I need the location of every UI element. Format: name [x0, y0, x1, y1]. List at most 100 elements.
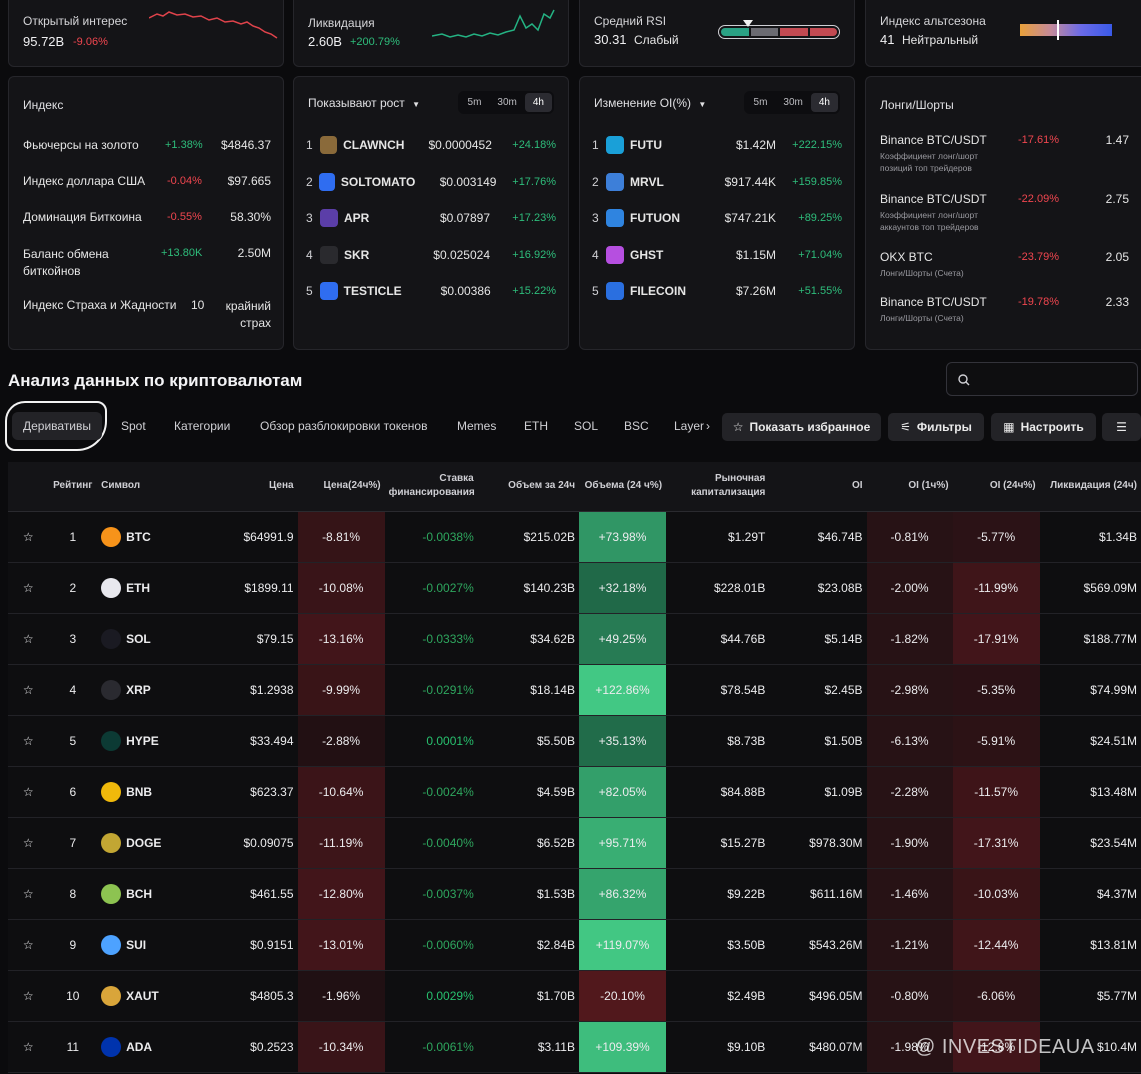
col-liquidation-24h[interactable]: Ликвидация (24ч): [1039, 462, 1141, 512]
cell-symbol[interactable]: HYPE: [97, 715, 191, 767]
tab-derivatives[interactable]: [5, 401, 107, 451]
tab-30m[interactable]: 30m: [783, 97, 803, 108]
tab-categories[interactable]: Категории: [174, 419, 231, 433]
table-row[interactable]: ☆ 1 BTC $64991.9 -8.81% -0.0038% $215.02B +73.9…: [8, 511, 1141, 563]
col-price-change[interactable]: Цена(24ч%): [297, 462, 385, 512]
tab-eth[interactable]: ETH: [524, 419, 548, 433]
tab-spot[interactable]: Spot: [121, 419, 146, 433]
tab-layer[interactable]: Layer ›: [674, 419, 711, 433]
index-row[interactable]: Доминация Биткоина -0.55% 58.30%: [23, 210, 271, 224]
favorite-star-icon[interactable]: ☆: [8, 511, 49, 563]
cell-oi: $611.16M: [769, 868, 867, 920]
index-row[interactable]: Баланс обмена биткойнов +13.80K 2.50M: [23, 246, 271, 278]
tab-5m[interactable]: 5m: [753, 97, 768, 108]
col-market-cap[interactable]: Рыночная капитализация: [666, 462, 770, 512]
altseason-card[interactable]: Индекс альтсезона 41 Нейтральный: [865, 0, 1141, 67]
search-input[interactable]: [946, 362, 1138, 396]
oi-dropdown[interactable]: Изменение OI(%) ▼: [594, 96, 706, 110]
col-oi-24h[interactable]: OI (24ч%): [952, 462, 1040, 512]
row-rank: 3: [306, 211, 313, 225]
oi-row[interactable]: 1 FUTU $1.42M +222.15%: [592, 135, 842, 155]
cell-symbol[interactable]: BNB: [97, 766, 191, 818]
index-row[interactable]: Фьючерсы на золото +1.38% $4846.37: [23, 138, 271, 152]
table-row[interactable]: ☆ 11 ADA $0.2523 -10.34% -0.0061% $3.11B +109.3…: [8, 1021, 1141, 1073]
col-price[interactable]: Цена: [190, 462, 298, 512]
favorite-star-icon[interactable]: ☆: [8, 613, 49, 665]
growth-row[interactable]: 4 SKR $0.025024 +16.92%: [306, 245, 556, 265]
cell-volume-change: +122.86%: [579, 664, 667, 716]
cell-symbol[interactable]: BCH: [97, 868, 191, 920]
tab-4h[interactable]: 4h: [810, 93, 838, 112]
cell-symbol[interactable]: XAUT: [97, 970, 191, 1022]
oi-row[interactable]: 4 GHST $1.15M +71.04%: [592, 245, 842, 265]
col-volume-24h[interactable]: Объем за 24ч: [477, 462, 579, 512]
table-row[interactable]: ☆ 2 ETH $1899.11 -10.08% -0.0027% $140.23B +32.…: [8, 562, 1141, 614]
table-row[interactable]: ☆ 5 HYPE $33.494 -2.88% 0.0001% $5.50B +35.13% $…: [8, 715, 1141, 767]
open-interest-card[interactable]: Открытый интерес 95.72B -9.06%: [8, 0, 284, 67]
cell-price: $33.494: [190, 715, 298, 767]
favorite-star-icon[interactable]: ☆: [8, 562, 49, 614]
table-row[interactable]: ☆ 4 XRP $1.2938 -9.99% -0.0291% $18.14B +122.86…: [8, 664, 1141, 716]
tab-30m[interactable]: 30m: [497, 97, 517, 108]
cell-symbol[interactable]: XRP: [97, 664, 191, 716]
oi-row[interactable]: 5 FILECOIN $7.26M +51.55%: [592, 281, 842, 301]
index-row[interactable]: Индекс доллара США -0.04% $97.665: [23, 174, 271, 188]
rsi-card[interactable]: Средний RSI 30.31 Слабый: [579, 0, 855, 67]
favorite-star-icon[interactable]: ☆: [8, 817, 49, 869]
table-row[interactable]: ☆ 7 DOGE $0.09075 -11.19% -0.0040% $6.52B +95.7…: [8, 817, 1141, 869]
ls-change: -19.78%: [1018, 296, 1059, 308]
configure-button[interactable]: ▦ Настроить: [991, 413, 1096, 441]
col-symbol[interactable]: Символ: [97, 462, 191, 512]
cell-oi-24h: -10.03%: [952, 868, 1040, 920]
favorite-star-icon[interactable]: ☆: [8, 664, 49, 716]
growth-row[interactable]: 2 SOLTOMATO $0.003149 +17.76%: [306, 172, 556, 192]
oi-row[interactable]: 2 MRVL $917.44K +159.85%: [592, 172, 842, 192]
cell-symbol[interactable]: SUI: [97, 919, 191, 971]
favorite-star-icon[interactable]: ☆: [8, 715, 49, 767]
col-volume-change[interactable]: Объема (24 ч%): [579, 462, 667, 512]
table-row[interactable]: ☆ 8 BCH $461.55 -12.80% -0.0037% $1.53B +86.32%…: [8, 868, 1141, 920]
growth-row[interactable]: 3 APR $0.07897 +17.23%: [306, 208, 556, 228]
favorite-star-icon[interactable]: ☆: [8, 1021, 49, 1073]
tab-bsc[interactable]: BSC: [624, 419, 649, 433]
table-row[interactable]: ☆ 3 SOL $79.15 -13.16% -0.0333% $34.62B +49.25%…: [8, 613, 1141, 665]
cell-symbol[interactable]: SOL: [97, 613, 191, 665]
growth-timeframe-tabs: 5m 30m 4h: [457, 91, 554, 114]
col-rank[interactable]: Рейтинг: [48, 462, 98, 512]
favorite-star-icon[interactable]: ☆: [8, 970, 49, 1022]
growth-row[interactable]: 5 TESTICLE $0.00386 +15.22%: [306, 281, 556, 301]
table-row[interactable]: ☆ 9 SUI $0.9151 -13.01% -0.0060% $2.84B +119.07…: [8, 919, 1141, 971]
favorite-star-icon[interactable]: ☆: [8, 868, 49, 920]
settings-menu-button[interactable]: ☰: [1102, 413, 1141, 441]
filters-button[interactable]: ⚟ Фильтры: [888, 413, 984, 441]
cell-symbol[interactable]: ADA: [97, 1021, 191, 1073]
col-oi-1h[interactable]: OI (1ч%): [866, 462, 953, 512]
alt-value: 41: [880, 32, 895, 47]
cell-symbol[interactable]: ETH: [97, 562, 191, 614]
ls-row[interactable]: OKX BTC Лонги/Шорты (Счета) -23.79% 2.05: [880, 250, 1129, 290]
tab-5m[interactable]: 5m: [467, 97, 482, 108]
cell-symbol[interactable]: DOGE: [97, 817, 191, 869]
tab-token-unlock[interactable]: Обзор разблокировки токенов: [260, 419, 428, 433]
cell-symbol[interactable]: BTC: [97, 511, 191, 563]
growth-row[interactable]: 1 CLAWNCH $0.0000452 +24.18%: [306, 135, 556, 155]
ls-row[interactable]: Binance BTC/USDT Коэффициент лонг/шорт ак…: [880, 192, 1129, 232]
liquidation-card[interactable]: Ликвидация 2.60B +200.79%: [293, 0, 569, 67]
ls-row[interactable]: Binance BTC/USDT Лонги/Шорты (Счета) -19.7…: [880, 295, 1129, 335]
tab-derivatives-inner[interactable]: Деривативы: [12, 412, 102, 440]
oi-row[interactable]: 3 FUTUON $747.21K +89.25%: [592, 208, 842, 228]
col-funding-rate[interactable]: Ставка финансирования: [384, 462, 478, 512]
cell-volume-change: +82.05%: [579, 766, 667, 818]
table-row[interactable]: ☆ 10 XAUT $4805.3 -1.96% 0.0029% $1.70B -20.10%…: [8, 970, 1141, 1022]
tab-sol[interactable]: SOL: [574, 419, 599, 433]
favorite-star-icon[interactable]: ☆: [8, 919, 49, 971]
favorite-star-icon[interactable]: ☆: [8, 766, 49, 818]
show-favorites-button[interactable]: ☆ Показать избранное: [722, 413, 881, 441]
index-row[interactable]: Индекс Страха и Жадности 10 крайний стра…: [23, 298, 271, 330]
growth-dropdown[interactable]: Показывают рост ▼: [308, 96, 420, 110]
table-row[interactable]: ☆ 6 BNB $623.37 -10.64% -0.0024% $4.59B +82.05%…: [8, 766, 1141, 818]
col-oi[interactable]: OI: [769, 462, 867, 512]
tab-memes[interactable]: Memes: [457, 419, 497, 433]
tab-4h[interactable]: 4h: [524, 93, 552, 112]
ls-row[interactable]: Binance BTC/USDT Коэффициент лонг/шорт по…: [880, 133, 1129, 173]
